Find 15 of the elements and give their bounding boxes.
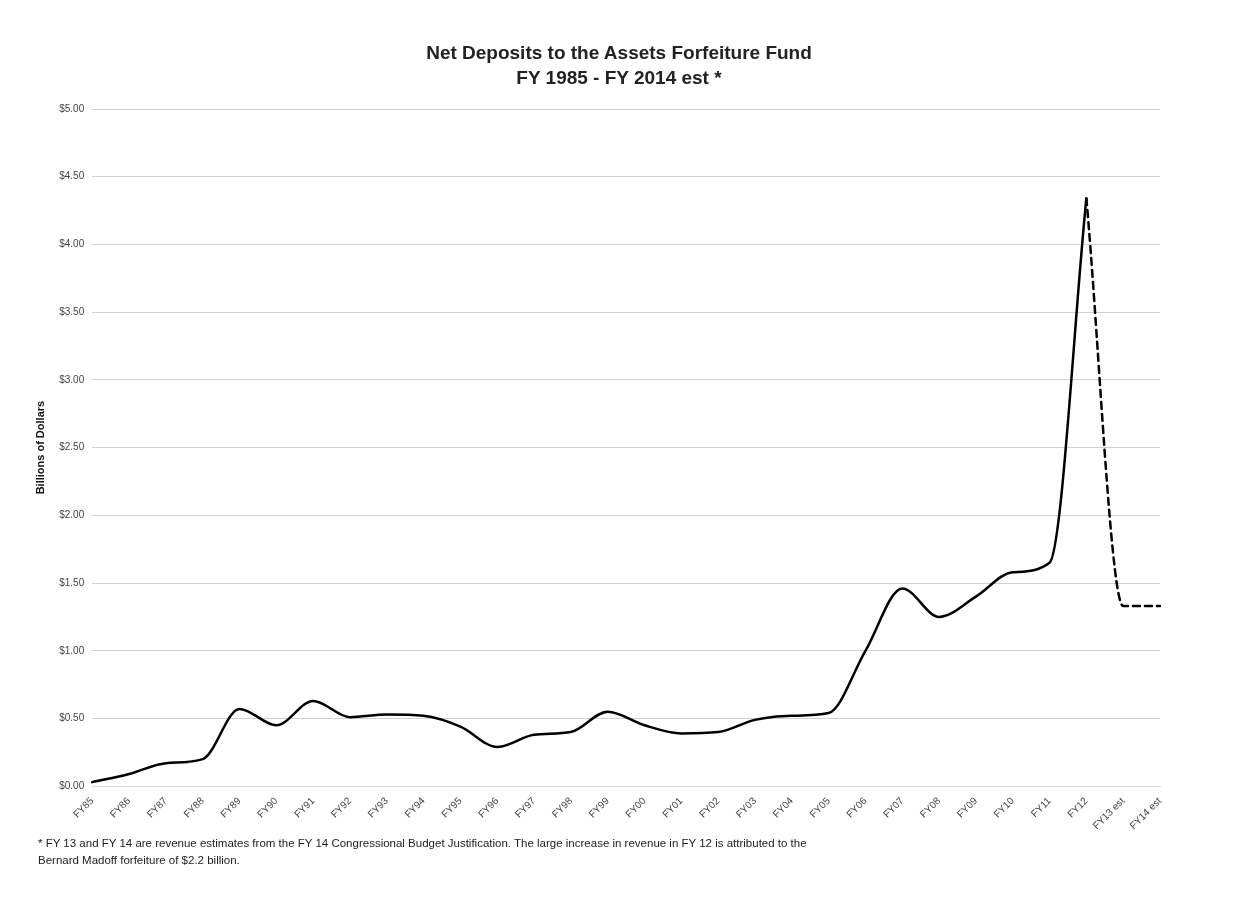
y-tick-label: $2.50 <box>59 441 85 453</box>
y-tick-label: $1.00 <box>59 644 85 656</box>
chart-title: Net Deposits to the Assets Forfeiture Fund <box>425 41 813 65</box>
y-tick-label: $4.50 <box>59 170 85 182</box>
chart-subtitle: FY 1985 - FY 2014 est * <box>515 66 723 90</box>
y-tick-label: $3.50 <box>59 305 85 317</box>
text: * FY 13 and FY 14 are revenue estimates from the FY 14 Congressional Budget Justification. The large increase in revenue in FY 12 is attributed to the Bernard Madoff forfeiture of $2.2 billion. <box>38 836 808 868</box>
y-axis-title: Billions of Dollars <box>33 400 46 495</box>
y-tick-label: $4.00 <box>59 238 85 250</box>
y-tick-label: $1.50 <box>59 576 85 588</box>
y-tick-label: $0.50 <box>59 712 85 724</box>
y-tick-label: $3.00 <box>59 373 85 385</box>
y-tick-label: $5.00 <box>59 102 85 114</box>
y-tick-label: $2.00 <box>59 509 85 521</box>
y-tick-label: $0.00 <box>59 779 85 791</box>
